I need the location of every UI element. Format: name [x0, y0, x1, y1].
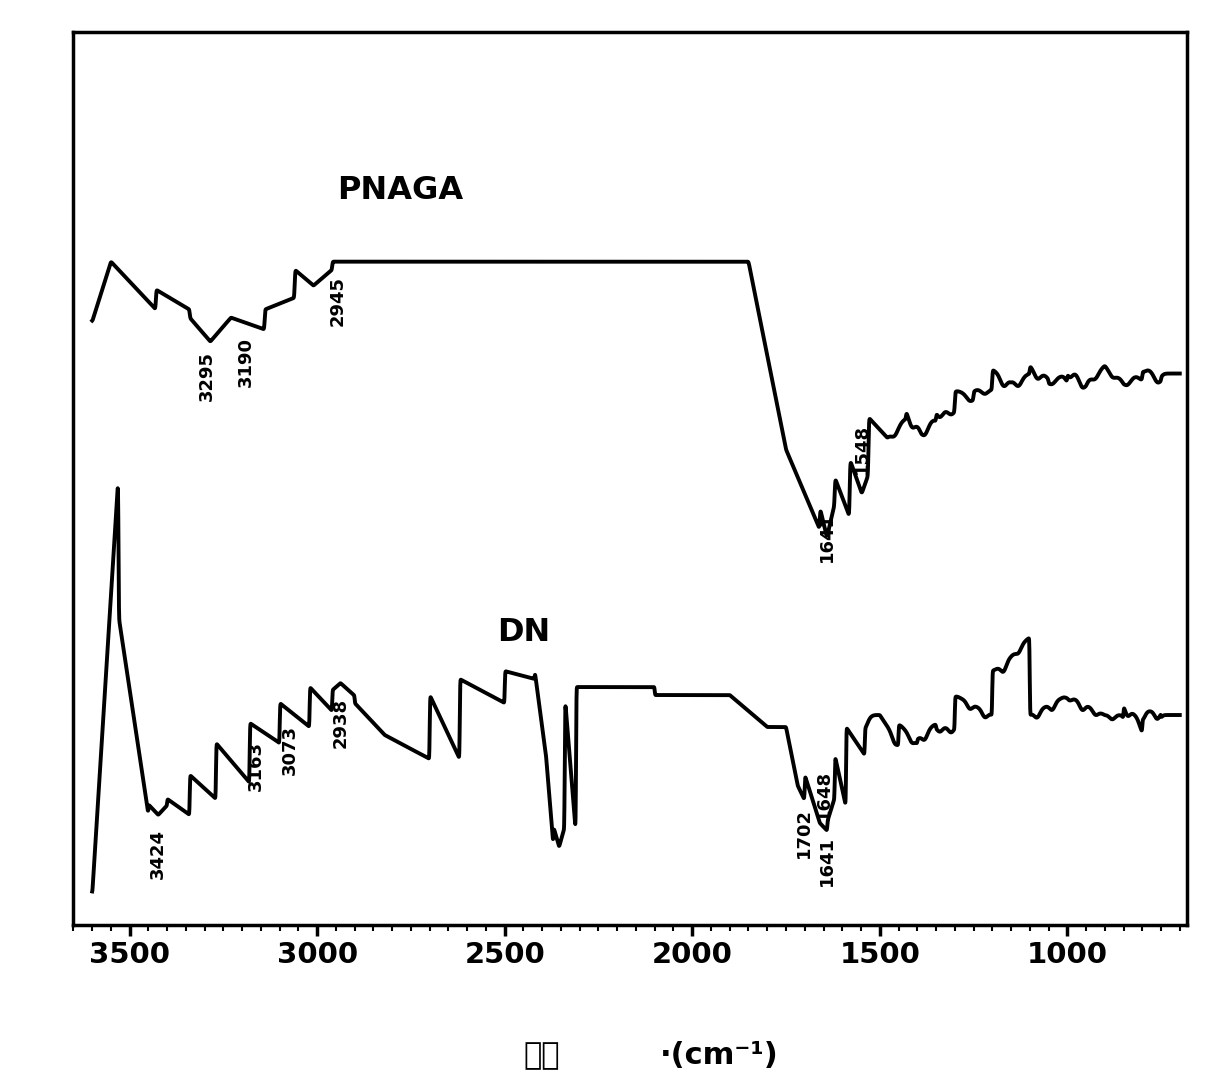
Text: DN: DN — [497, 617, 550, 648]
Text: 3424: 3424 — [149, 829, 168, 879]
Text: 1702: 1702 — [796, 808, 813, 858]
Text: 3073: 3073 — [280, 725, 299, 776]
Text: 2945: 2945 — [329, 275, 346, 326]
Text: ·(cm⁻¹): ·(cm⁻¹) — [660, 1042, 778, 1071]
Text: 2938: 2938 — [332, 697, 350, 748]
Text: 1548: 1548 — [853, 424, 870, 473]
Text: 3163: 3163 — [247, 741, 266, 791]
Text: 波数: 波数 — [523, 1042, 559, 1071]
Text: 3190: 3190 — [237, 337, 255, 387]
Text: 1641: 1641 — [818, 512, 836, 562]
Text: PNAGA: PNAGA — [337, 175, 463, 207]
Text: 3295: 3295 — [197, 351, 215, 401]
Text: 1648: 1648 — [815, 770, 834, 820]
Text: 1641: 1641 — [818, 836, 836, 886]
